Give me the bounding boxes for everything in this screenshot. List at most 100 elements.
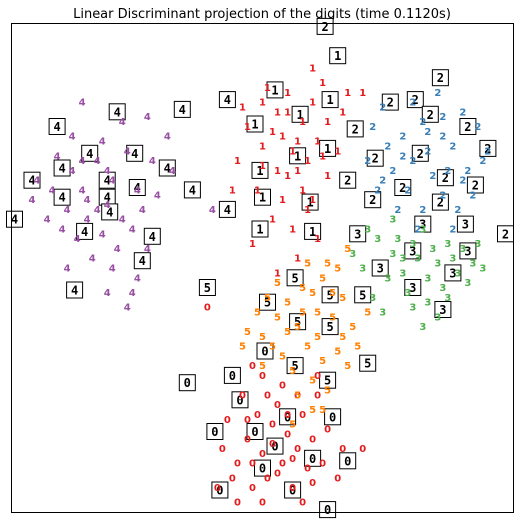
thumbnail-box [349,225,367,243]
thumbnail-box [133,252,151,270]
point-digit-2: 2 [374,185,381,196]
digit-thumbnail: 2 [364,191,382,209]
point-digit-0: 0 [274,400,281,411]
digit-thumbnail: 5 [321,318,339,336]
point-digit-5: 5 [334,264,341,275]
digit-thumbnail: 0 [211,481,229,499]
thumbnail-digit: 2 [437,196,444,210]
thumbnail-box [218,200,236,218]
digit-thumbnail: 1 [289,147,307,165]
thumbnail-digit: 1 [334,49,341,63]
thumbnail-digit: 4 [58,191,65,205]
thumbnail-box [256,342,274,360]
point-digit-1: 1 [294,254,301,265]
digit-thumbnail: 4 [66,281,84,299]
point-digit-0: 0 [299,498,306,509]
digit-thumbnail: 4 [48,118,66,135]
thumbnail-digit: 0 [216,484,223,498]
digit-thumbnail: 5 [354,286,372,304]
thumbnail-box [279,408,297,426]
thumbnail-digit: 1 [256,223,263,237]
point-digit-4: 4 [64,205,71,216]
point-digit-3: 3 [369,293,376,304]
thumbnail-box [406,91,424,109]
point-digit-4: 4 [209,205,216,216]
point-digit-0: 0 [259,371,266,382]
digit-thumbnail: 1 [301,193,319,211]
point-digit-4: 4 [84,215,91,226]
thumbnail-box [66,281,84,299]
thumbnail-digit: 1 [306,196,313,210]
point-digit-4: 4 [49,185,56,196]
digit-thumbnail: 4 [108,103,126,121]
point-digit-3: 3 [414,254,421,265]
point-digit-5: 5 [334,347,341,358]
point-digit-5: 5 [289,420,296,431]
point-digit-0: 0 [239,390,246,401]
thumbnail-digit: 2 [427,108,434,122]
thumbnail-digit: 0 [259,462,266,476]
point-digit-1: 1 [304,205,311,216]
thumbnail-box [251,220,269,238]
point-digit-4: 4 [119,117,126,128]
thumbnail-box [98,171,116,189]
thumbnail-box [53,188,71,206]
point-digit-3: 3 [404,288,411,299]
point-digit-1: 1 [309,63,316,74]
point-digit-4: 4 [94,205,101,216]
point-digit-4: 4 [99,229,106,240]
thumbnail-digit: 4 [164,162,171,176]
point-digit-0: 0 [334,473,341,484]
thumbnail-box [198,279,216,296]
digit-thumbnail: 4 [76,222,94,240]
point-digit-4: 4 [169,166,176,177]
point-digit-1: 1 [259,142,266,153]
thumbnail-digit: 0 [309,452,316,466]
point-digit-1: 1 [239,103,246,114]
thumbnail-digit: 3 [449,266,456,280]
point-digit-5: 5 [289,366,296,377]
thumbnail-box [254,459,271,477]
digit-thumbnail: 4 [173,100,191,118]
point-digit-1: 1 [254,185,261,196]
point-digit-4: 4 [124,303,131,314]
thumbnail-box [126,144,144,162]
thumbnail-digit: 4 [11,213,18,227]
point-digit-0: 0 [339,444,346,455]
thumbnail-digit: 2 [387,96,394,110]
point-digit-4: 4 [134,273,141,284]
point-digit-2: 2 [384,142,391,153]
point-digit-1: 1 [319,151,326,162]
thumbnail-digit: 5 [291,271,298,285]
thumbnail-box [444,264,462,282]
point-digit-0: 0 [224,415,231,426]
point-digit-4: 4 [104,166,111,177]
digit-thumbnail: 0 [319,501,337,519]
point-digit-3: 3 [449,254,456,265]
thumbnail-digit: 2 [442,171,449,185]
point-digit-3: 3 [399,254,406,265]
thumbnail-box [414,215,432,233]
point-digit-3: 3 [384,273,391,284]
thumbnail-box [286,269,304,287]
thumbnail-digit: 3 [409,281,416,295]
point-digit-3: 3 [434,312,441,323]
point-digit-2: 2 [469,190,476,201]
point-digit-0: 0 [289,454,296,465]
thumbnail-digit: 1 [256,164,263,178]
digit-thumbnail: 5 [289,313,307,331]
thumbnail-digit: 3 [439,303,446,317]
point-digit-3: 3 [434,259,441,270]
point-digit-1: 1 [284,171,291,182]
digit-thumbnail: 0 [223,366,241,384]
point-digit-1: 1 [284,88,291,99]
digit-thumbnail: 4 [133,252,151,270]
digit-thumbnail: 0 [178,374,196,392]
point-digit-1: 1 [279,132,286,143]
thumbnail-digit: 5 [204,281,211,295]
point-digit-4: 4 [99,137,106,148]
point-digit-1: 1 [259,161,266,172]
point-digit-5: 5 [304,259,311,270]
